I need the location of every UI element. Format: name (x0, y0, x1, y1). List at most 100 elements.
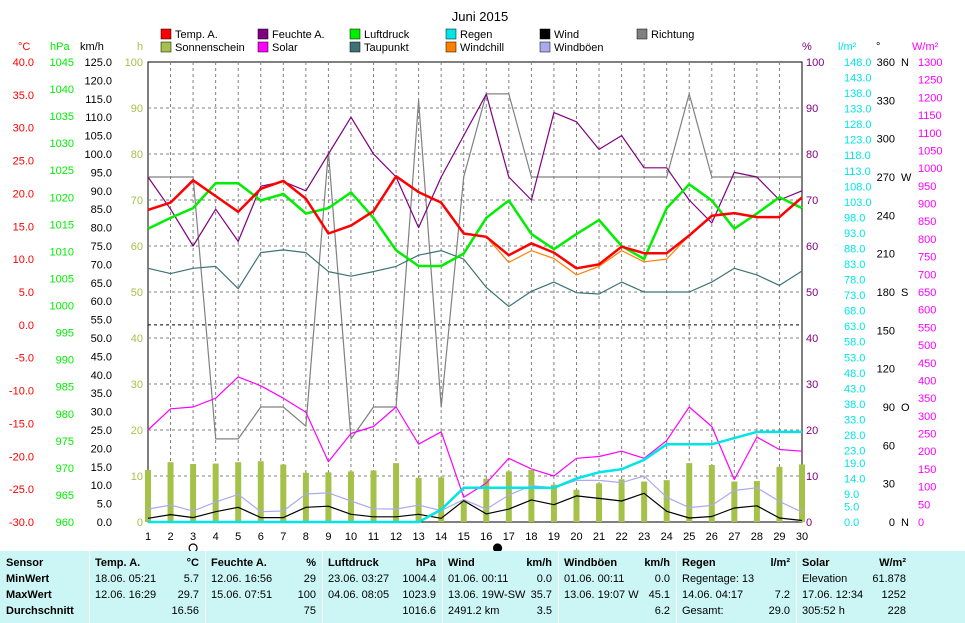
x-tick-label: 3 (190, 531, 196, 543)
x-tick-label: 12 (390, 531, 402, 543)
stats-row: Gesamt: 29.0 (676, 603, 796, 619)
right-axes: 1009080706050403020100148.0143.0138.0133… (806, 57, 942, 529)
rain-axis-tick-label: 103.0 (844, 197, 872, 209)
direction-axis-tick-label: 180 (877, 287, 895, 299)
stats-row: 1016.6 (322, 603, 442, 619)
temp-axis-tick-label: 0.0 (19, 320, 34, 332)
stats-row: 12.06. 16:29 29.7 (89, 587, 205, 603)
series-line-wind (147, 492, 803, 522)
wind-axis-tick-label: 30.0 (91, 407, 112, 419)
legend-label-solar: Solar (272, 42, 298, 54)
stats-column: Sensor MinWert MaxWert Durchschnitt (0, 551, 89, 623)
stats-separator (558, 551, 559, 623)
rain-axis-tick-label: 83.0 (844, 259, 865, 271)
sunshine-bar (731, 481, 738, 522)
sunshine-axis-tick-label: 30 (131, 379, 143, 391)
series-line-gusts (147, 475, 803, 513)
x-tick-label: 20 (570, 531, 582, 543)
weather-chart: Juni 2015 Temp. A. Feuchte A. Luftdruck Reg… (9, 9, 942, 551)
pressure-axis-tick-label: 980 (56, 409, 74, 421)
solar-axis-tick-label: 50 (918, 499, 930, 511)
axis-units: °C hPa km/h h% l/m² ° W/m² (18, 41, 939, 53)
sunshine-bar (596, 483, 603, 522)
stats-time: 13.06. 19:07 W (564, 589, 639, 601)
stats-value: 1023.9 (402, 589, 436, 601)
stats-time: 305:52 h (802, 605, 845, 617)
rain-axis-tick-label: 108.0 (844, 181, 872, 193)
stats-row: MaxWert (0, 587, 89, 603)
sunshine-bar (528, 470, 535, 522)
stats-header-name: Luftdruck (328, 557, 379, 569)
pressure-axis-tick-label: 1005 (50, 273, 74, 285)
series-line-direction (148, 93, 802, 440)
wind-axis-tick-label: 105.0 (84, 131, 112, 143)
stats-separator (796, 551, 797, 623)
sunshine-bar (190, 464, 197, 522)
sunshine-axis-tick-label: 50 (131, 287, 143, 299)
sunshine-axis-tick-label: 10 (131, 471, 143, 483)
temp-axis-tick-label: 10.0 (13, 254, 34, 266)
direction-compass-label: O (901, 402, 910, 414)
stats-value: 0.0 (536, 573, 552, 585)
sunshine-bar (302, 472, 309, 522)
pressure-axis-tick-label: 1015 (50, 219, 74, 231)
stats-row: 305:52 h 228 (796, 603, 912, 619)
pressure-axis-tick-label: 1045 (50, 57, 74, 69)
wind-axis-tick-label: 20.0 (91, 443, 112, 455)
solar-axis-tick-label: 1100 (918, 128, 942, 140)
stats-header: Feuchte A.% (205, 555, 322, 571)
stats-header: Wind km/h (442, 555, 558, 571)
stats-header-unit: l/m² (770, 557, 790, 569)
stats-column: Temp. A. °C 18.06. 05:21 5.7 12.06. 16:29 29.… (89, 551, 205, 623)
solar-axis-tick-label: 650 (918, 287, 936, 299)
stats-header-name: Sensor (6, 557, 44, 569)
temp-unit-label: °C (18, 41, 30, 53)
sunshine-bar (483, 478, 490, 522)
stats-value: 29.7 (177, 589, 199, 601)
sunshine-bar (686, 463, 693, 522)
direction-unit-label: ° (876, 41, 880, 53)
solar-axis-tick-label: 200 (918, 446, 936, 458)
sunshine-axis-tick-label: 20 (131, 425, 143, 437)
temp-axis-tick-label: 35.0 (13, 90, 34, 102)
direction-axis-tick-label: 0 (889, 517, 895, 529)
stats-row: 01.06. 00:11 0.0 (442, 571, 558, 587)
series-line-temp (147, 175, 803, 270)
solar-axis-tick-label: 700 (918, 269, 936, 281)
x-tick-label: 13 (412, 531, 424, 543)
pressure-axis-tick-label: 1000 (50, 301, 74, 313)
sunshine-bar (325, 472, 332, 522)
rain-axis-tick-label: 143.0 (844, 73, 872, 85)
sunshine-bar (641, 481, 648, 522)
sunshine-axis-tick-label: 70 (131, 195, 143, 207)
legend-label-temp: Temp. A. (175, 29, 218, 41)
wind-axis-tick-label: 0.0 (97, 517, 112, 529)
stats-header-unit: W/m² (879, 557, 906, 569)
humidity-axis-tick-label: 40 (806, 333, 818, 345)
x-tick-label: 6 (258, 531, 264, 543)
stats-header-unit: hPa (415, 557, 436, 569)
x-tick-label: 24 (661, 531, 673, 543)
temp-axis-tick-label: 5.0 (19, 287, 34, 299)
series-lines (147, 93, 803, 524)
x-tick-label: 16 (480, 531, 492, 543)
stats-time: 04.06. 08:05 (328, 589, 390, 601)
stats-separator (442, 551, 443, 623)
x-tick-label: 10 (345, 531, 357, 543)
stats-header-unit: km/h (526, 557, 552, 569)
direction-compass-label: N (901, 517, 909, 529)
solar-axis-tick-label: 850 (918, 216, 936, 228)
legend-label-rain: Regen (460, 29, 492, 41)
pressure-axis-tick-label: 995 (56, 328, 74, 340)
legend-swatch-temp (160, 28, 172, 40)
stats-value: 45.1 (648, 589, 670, 601)
solar-axis-tick-label: 1300 (918, 57, 942, 69)
temp-axis-tick-label: 25.0 (13, 156, 34, 168)
grid (148, 62, 802, 522)
sunshine-bar (280, 464, 287, 522)
stats-header-name: Wind (448, 557, 475, 569)
x-tick-label: 17 (503, 531, 515, 543)
pressure-axis-tick-label: 985 (56, 382, 74, 394)
stats-value: 228 (887, 605, 906, 617)
rain-axis-tick-label: 98.0 (844, 212, 865, 224)
